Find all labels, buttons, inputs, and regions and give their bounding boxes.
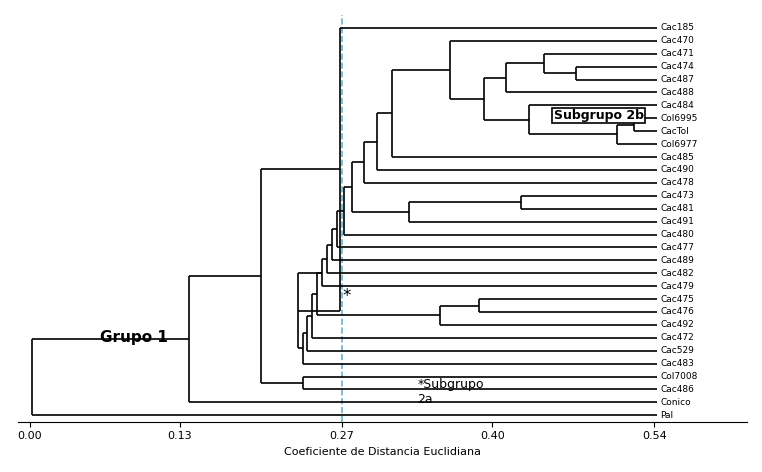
Text: Col6977: Col6977 (660, 140, 697, 149)
Text: Cac490: Cac490 (660, 166, 694, 175)
Text: *: * (342, 287, 351, 305)
Text: Cac478: Cac478 (660, 178, 694, 187)
Text: Cac482: Cac482 (660, 269, 694, 278)
Text: Cac486: Cac486 (660, 385, 694, 394)
Text: Conico: Conico (660, 398, 691, 407)
Text: Cac472: Cac472 (660, 333, 694, 342)
Text: Cac477: Cac477 (660, 243, 694, 252)
Text: Cac471: Cac471 (660, 49, 694, 58)
Text: Cac476: Cac476 (660, 307, 694, 316)
Text: Cac489: Cac489 (660, 256, 694, 265)
Text: Cac487: Cac487 (660, 75, 694, 84)
Text: Cac483: Cac483 (660, 359, 694, 368)
Text: *Subgrupo
2a: *Subgrupo 2a (417, 378, 484, 406)
Text: Cac185: Cac185 (660, 24, 694, 33)
Text: Col7008: Col7008 (660, 372, 697, 381)
Text: Col6995: Col6995 (660, 114, 697, 123)
Text: Cac492: Cac492 (660, 320, 694, 329)
Text: Cac479: Cac479 (660, 282, 694, 291)
Text: Cac473: Cac473 (660, 191, 694, 200)
X-axis label: Coeficiente de Distancia Euclidiana: Coeficiente de Distancia Euclidiana (284, 447, 481, 457)
Text: Cac485: Cac485 (660, 152, 694, 161)
Text: Cac529: Cac529 (660, 346, 694, 355)
Text: Cac470: Cac470 (660, 36, 694, 45)
Text: CacTol: CacTol (660, 126, 689, 136)
Text: Cac488: Cac488 (660, 88, 694, 97)
Text: Cac481: Cac481 (660, 204, 694, 213)
Text: Pal: Pal (660, 411, 674, 420)
Text: Cac480: Cac480 (660, 230, 694, 239)
Text: Cac484: Cac484 (660, 101, 694, 110)
Text: Cac491: Cac491 (660, 217, 694, 226)
Text: Subgrupo 2b: Subgrupo 2b (554, 109, 644, 122)
Text: Cac474: Cac474 (660, 62, 694, 71)
Text: Grupo 1: Grupo 1 (100, 330, 168, 346)
Text: Cac475: Cac475 (660, 295, 694, 303)
